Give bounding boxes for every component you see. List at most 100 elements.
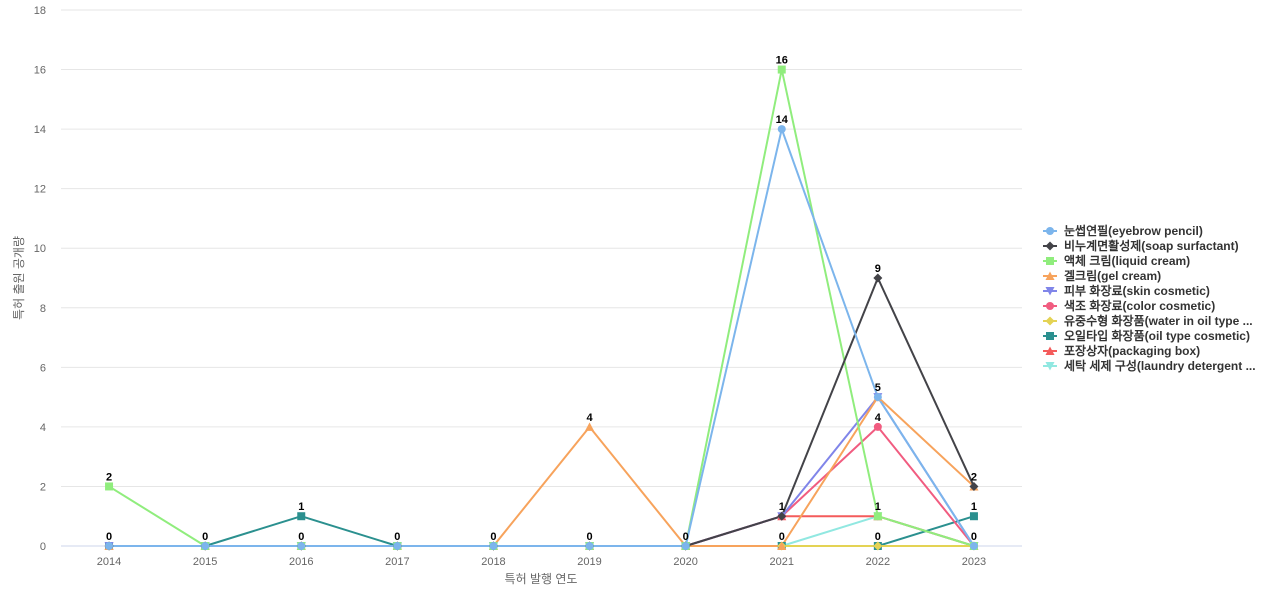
data-point-marker [777,541,787,550]
y-tick-label: 14 [34,124,46,136]
legend-item[interactable]: 액체 크림(liquid cream) [1043,253,1190,268]
data-label: 2 [106,471,112,483]
legend-marker [1045,287,1055,296]
series-markers [104,65,979,551]
x-tick-label: 2022 [866,556,890,568]
legend-marker [1045,346,1055,355]
y-tick-label: 18 [34,5,46,17]
data-point-marker [873,422,882,431]
data-label: 0 [971,531,977,543]
legend-marker [1046,257,1054,265]
data-point-marker [777,511,787,521]
data-label: 0 [779,531,785,543]
data-point-marker [777,65,786,74]
data-label: 0 [490,531,496,543]
legend-marker [1046,302,1054,310]
data-point-marker [297,512,306,521]
legend-item[interactable]: 비누계면활성제(soap surfactant) [1043,238,1239,253]
y-axis-title: 특허 출원 공개량 [12,236,26,320]
y-tick-label: 2 [40,481,46,493]
series-line [108,396,975,547]
legend-marker [1046,227,1054,235]
legend-label: 피부 화장료(skin cosmetic) [1064,283,1210,298]
legend: 눈썹연필(eyebrow pencil)비누계면활성제(soap surfact… [1043,223,1256,373]
data-point-marker [969,542,978,550]
legend-label: 오일타입 화장품(oil type cosmetic) [1064,328,1250,343]
data-label: 1 [875,501,881,513]
data-label: 4 [586,412,593,424]
legend-label: 세탁 세제 구성(laundry detergent ... [1064,358,1256,373]
series-line [108,277,975,547]
data-point-marker [873,541,883,551]
legend-marker [1045,362,1055,371]
x-tick-label: 2015 [193,556,217,568]
data-label: 0 [394,531,400,543]
series-line [108,515,975,547]
x-tick-label: 2023 [962,556,986,568]
data-label: 0 [683,531,689,543]
legend-label: 색조 화장료(color cosmetic) [1064,298,1215,313]
legend-item[interactable]: 겔크림(gel cream) [1043,269,1161,283]
legend-item[interactable]: 색조 화장료(color cosmetic) [1043,298,1215,313]
data-label: 14 [776,114,789,126]
data-label: 1 [779,501,785,513]
legend-label: 눈썹연필(eyebrow pencil) [1064,223,1203,238]
data-label: 0 [202,531,208,543]
data-label: 9 [875,263,881,275]
legend-item[interactable]: 피부 화장료(skin cosmetic) [1043,283,1210,298]
data-label: 2 [971,471,977,483]
data-point-marker [873,393,882,402]
series-line [108,515,975,547]
y-tick-label: 16 [34,65,46,77]
x-tick-label: 2014 [97,556,121,568]
series-lines [108,68,975,547]
legend-marker [1046,332,1054,340]
data-label: 0 [106,531,112,543]
y-tick-label: 0 [40,541,46,553]
legend-label: 겔크림(gel cream) [1064,269,1161,283]
data-label: 1 [971,501,977,513]
legend-item[interactable]: 눈썹연필(eyebrow pencil) [1043,223,1203,238]
data-point-marker [969,512,978,521]
data-point-marker [585,542,594,550]
data-point-marker [585,422,595,431]
series-line [108,128,975,547]
gridlines [61,9,1022,487]
legend-label: 액체 크림(liquid cream) [1064,253,1190,268]
data-point-marker [969,481,979,491]
legend-item[interactable]: 유중수형 화장품(water in oil type ... [1043,313,1253,328]
data-point-marker [873,512,882,521]
x-tick-label: 2019 [577,556,601,568]
data-label: 0 [586,531,592,543]
series-line [108,515,975,547]
data-point-marker [489,542,498,550]
x-axis-title: 특허 발행 연도 [505,571,578,586]
x-tick-label: 2018 [481,556,505,568]
data-label: 4 [875,412,882,424]
x-tick-label: 2020 [673,556,697,568]
x-tick-label: 2017 [385,556,409,568]
data-point-marker [393,542,402,550]
legend-item[interactable]: 포장상자(packaging box) [1043,343,1200,358]
data-label: 16 [776,55,788,67]
y-tick-label: 4 [40,422,46,434]
legend-item[interactable]: 오일타입 화장품(oil type cosmetic) [1043,328,1250,343]
data-label: 0 [875,531,881,543]
legend-label: 비누계면활성제(soap surfactant) [1064,238,1239,253]
legend-marker [1045,241,1055,251]
y-tick-label: 6 [40,362,46,374]
data-point-marker [873,273,883,283]
series-line [108,396,975,547]
data-point-marker [105,482,114,491]
y-tick-label: 8 [40,303,46,315]
legend-label: 유중수형 화장품(water in oil type ... [1064,313,1253,328]
data-label: 1 [298,501,304,513]
x-tick-labels: 2014 2015 2016 2017 2018 2019 2020 2021 2022 2023 [97,556,986,568]
data-point-marker [201,542,210,550]
data-point-marker [105,542,114,550]
x-tick-label: 2021 [770,556,794,568]
legend-item[interactable]: 세탁 세제 구성(laundry detergent ... [1043,358,1256,373]
data-point-marker [777,125,786,134]
